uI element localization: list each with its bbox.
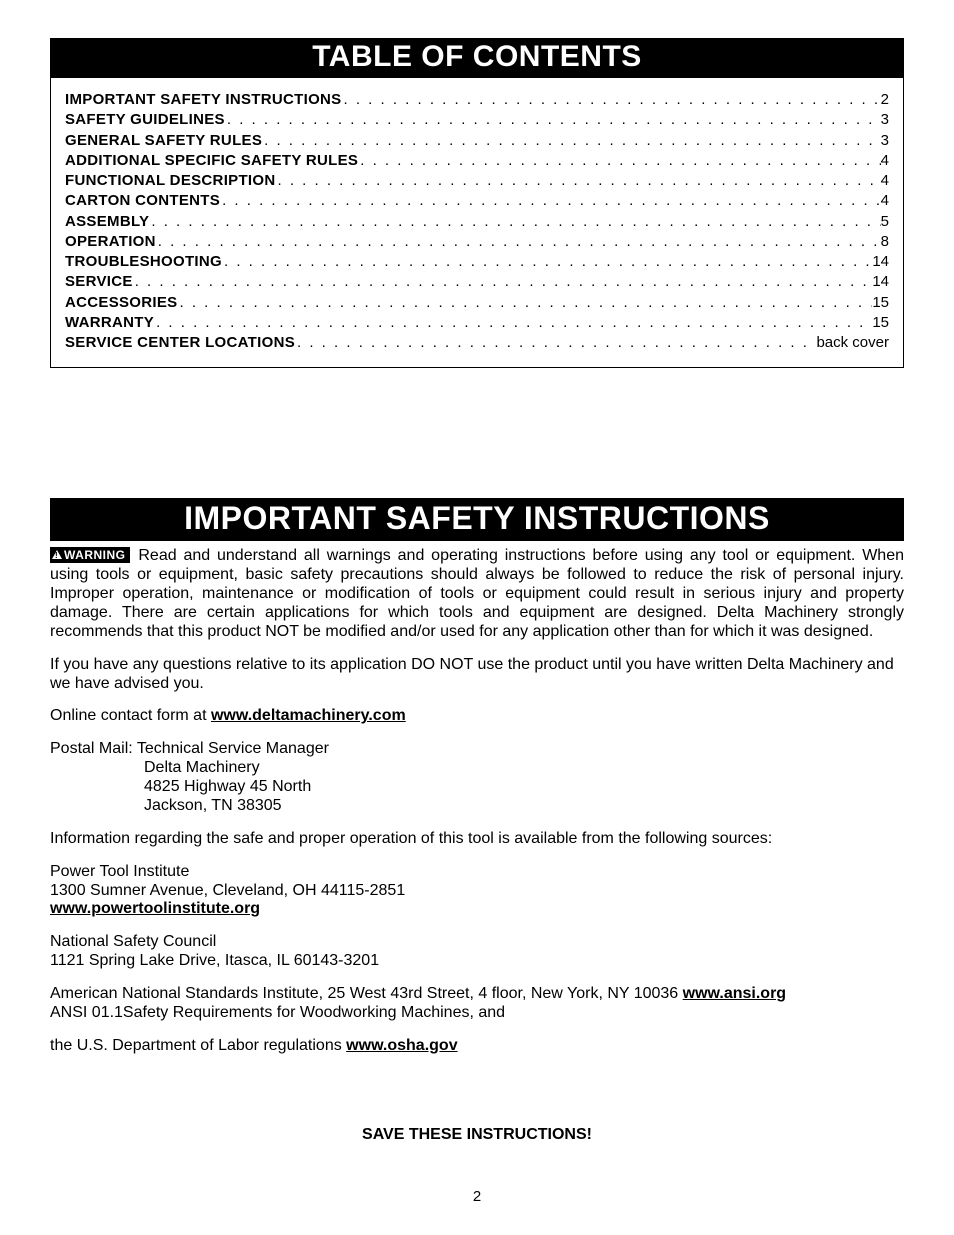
- ansi-link[interactable]: www.ansi.org: [683, 985, 786, 1002]
- toc-item-title: GENERAL SAFETY RULES: [65, 131, 262, 151]
- pti-addr: 1300 Sumner Avenue, Cleveland, OH 44115-…: [50, 882, 405, 899]
- toc-item-page: 15: [872, 313, 889, 333]
- toc-dot-leader: [178, 293, 873, 313]
- ansi-line2: ANSI 01.1Safety Requirements for Woodwor…: [50, 1004, 505, 1021]
- toc-item-page: 8: [881, 232, 889, 252]
- toc-row: GENERAL SAFETY RULES 3: [65, 131, 889, 151]
- toc-item-page: 14: [872, 252, 889, 272]
- toc-heading: TABLE OF CONTENTS: [312, 40, 642, 73]
- pti-link[interactable]: www.powertoolinstitute.org: [50, 900, 260, 917]
- toc-dot-leader: [220, 191, 881, 211]
- toc-item-page: 4: [881, 151, 889, 171]
- safety-heading-bar: IMPORTANT SAFETY INSTRUCTIONS: [50, 498, 904, 541]
- postal-intro: Postal Mail: Technical Service Manager: [50, 740, 329, 757]
- toc-row: FUNCTIONAL DESCRIPTION 4: [65, 171, 889, 191]
- toc-dot-leader: [276, 171, 881, 191]
- nsc-block: National Safety Council 1121 Spring Lake…: [50, 933, 904, 971]
- toc-row: OPERATION 8: [65, 232, 889, 252]
- contact-line: Online contact form at www.deltamachiner…: [50, 707, 904, 726]
- delta-link[interactable]: www.deltamachinery.com: [211, 707, 406, 724]
- osha-prefix: the U.S. Department of Labor regulations: [50, 1037, 346, 1054]
- toc-row: CARTON CONTENTS 4: [65, 191, 889, 211]
- toc-dot-leader: [133, 272, 873, 292]
- toc-dot-leader: [222, 252, 872, 272]
- safety-paragraph-1: WARNING Read and understand all warnings…: [50, 547, 904, 641]
- toc-row: SERVICE CENTER LOCATIONS back cover: [65, 333, 889, 353]
- toc-item-page: 5: [881, 212, 889, 232]
- toc-row: SERVICE 14: [65, 272, 889, 292]
- nsc-addr: 1121 Spring Lake Drive, Itasca, IL 60143…: [50, 952, 379, 969]
- toc-item-title: TROUBLESHOOTING: [65, 252, 222, 272]
- osha-block: the U.S. Department of Labor regulations…: [50, 1037, 904, 1056]
- manual-page: TABLE OF CONTENTS IMPORTANT SAFETY INSTR…: [0, 0, 954, 1235]
- toc-item-page: 15: [872, 293, 889, 313]
- contact-prefix: Online contact form at: [50, 707, 211, 724]
- toc-heading-bar: TABLE OF CONTENTS: [50, 38, 904, 78]
- toc-item-page: 3: [881, 110, 889, 130]
- toc-item-page: back cover: [816, 333, 889, 353]
- safety-paragraph-2: If you have any questions relative to it…: [50, 656, 904, 694]
- toc-item-page: 4: [881, 191, 889, 211]
- toc-dot-leader: [225, 110, 881, 130]
- safety-body: WARNING Read and understand all warnings…: [50, 547, 904, 1055]
- toc-dot-leader: [156, 232, 881, 252]
- spacer: [50, 368, 904, 498]
- toc-item-title: FUNCTIONAL DESCRIPTION: [65, 171, 276, 191]
- toc-item-title: OPERATION: [65, 232, 156, 252]
- toc-dot-leader: [341, 90, 880, 110]
- toc-item-title: ACCESSORIES: [65, 293, 178, 313]
- safety-p1-text: Read and understand all warnings and ope…: [50, 547, 904, 640]
- toc-rows: IMPORTANT SAFETY INSTRUCTIONS2SAFETY GUI…: [65, 90, 889, 353]
- toc-row: ASSEMBLY 5: [65, 212, 889, 232]
- toc-dot-leader: [154, 313, 872, 333]
- toc-row: ACCESSORIES 15: [65, 293, 889, 313]
- postal-line-1: Delta Machinery: [144, 759, 260, 776]
- ansi-block: American National Standards Institute, 2…: [50, 985, 904, 1023]
- toc-dot-leader: [358, 151, 880, 171]
- toc-item-title: CARTON CONTENTS: [65, 191, 220, 211]
- toc-row: TROUBLESHOOTING 14: [65, 252, 889, 272]
- postal-line-2: 4825 Highway 45 North: [144, 778, 311, 795]
- safety-heading: IMPORTANT SAFETY INSTRUCTIONS: [184, 500, 770, 536]
- nsc-name: National Safety Council: [50, 933, 216, 950]
- toc-box: IMPORTANT SAFETY INSTRUCTIONS2SAFETY GUI…: [50, 78, 904, 368]
- toc-item-page: 14: [872, 272, 889, 292]
- warning-triangle-icon: [52, 550, 62, 559]
- toc-row: WARRANTY 15: [65, 313, 889, 333]
- save-instructions: SAVE THESE INSTRUCTIONS!: [50, 1126, 904, 1144]
- toc-item-page: 4: [881, 171, 889, 191]
- pti-name: Power Tool Institute: [50, 863, 189, 880]
- warning-badge: WARNING: [50, 547, 130, 563]
- toc-dot-leader: [295, 333, 816, 353]
- info-line: Information regarding the safe and prope…: [50, 830, 904, 849]
- toc-item-title: ADDITIONAL SPECIFIC SAFETY RULES: [65, 151, 358, 171]
- toc-item-page: 3: [881, 131, 889, 151]
- toc-item-title: SERVICE: [65, 272, 133, 292]
- osha-link[interactable]: www.osha.gov: [346, 1037, 457, 1054]
- toc-row: IMPORTANT SAFETY INSTRUCTIONS 2: [65, 90, 889, 110]
- toc-row: ADDITIONAL SPECIFIC SAFETY RULES 4: [65, 151, 889, 171]
- toc-item-title: IMPORTANT SAFETY INSTRUCTIONS: [65, 90, 341, 110]
- postal-line-3: Jackson, TN 38305: [144, 797, 282, 814]
- page-number: 2: [0, 1188, 954, 1205]
- pti-block: Power Tool Institute 1300 Sumner Avenue,…: [50, 863, 904, 920]
- toc-dot-leader: [149, 212, 880, 232]
- postal-block: Postal Mail: Technical Service Manager D…: [50, 740, 904, 816]
- toc-item-title: SERVICE CENTER LOCATIONS: [65, 333, 295, 353]
- toc-item-title: ASSEMBLY: [65, 212, 149, 232]
- toc-row: SAFETY GUIDELINES 3: [65, 110, 889, 130]
- toc-item-title: SAFETY GUIDELINES: [65, 110, 225, 130]
- toc-item-page: 2: [881, 90, 889, 110]
- toc-item-title: WARRANTY: [65, 313, 154, 333]
- warning-label-text: WARNING: [64, 548, 126, 562]
- ansi-prefix: American National Standards Institute, 2…: [50, 985, 683, 1002]
- toc-dot-leader: [262, 131, 881, 151]
